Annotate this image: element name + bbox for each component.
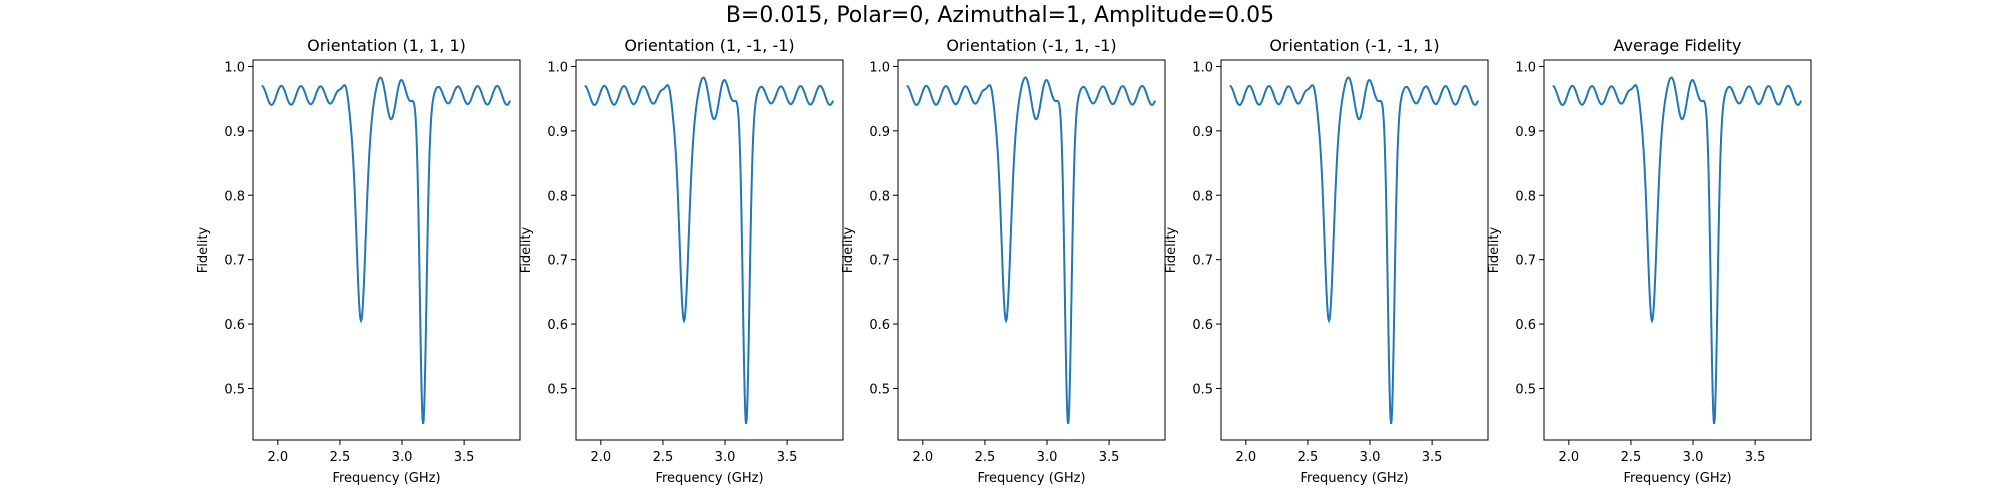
x-axis-label: Frequency (GHz) — [655, 471, 763, 486]
y-tick-label: 0.8 — [1515, 189, 1536, 204]
y-tick-label: 0.5 — [869, 382, 890, 397]
x-tick-label: 3.5 — [1099, 450, 1120, 465]
x-tick-label: 2.5 — [975, 450, 996, 465]
fidelity-line — [1552, 76, 1802, 425]
y-tick-label: 0.8 — [869, 189, 890, 204]
y-tick-label: 1.0 — [1192, 60, 1213, 75]
x-axis-label: Frequency (GHz) — [332, 471, 440, 486]
y-tick-label: 0.7 — [869, 254, 890, 269]
x-tick-label: 3.5 — [1745, 450, 1766, 465]
y-tick-label: 0.5 — [1515, 382, 1536, 397]
y-tick-label: 0.6 — [869, 318, 890, 333]
y-tick-label: 0.9 — [547, 125, 568, 140]
x-tick-label: 2.5 — [653, 450, 674, 465]
y-axis-label: Fidelity — [841, 226, 856, 273]
y-tick-label: 0.6 — [224, 318, 245, 333]
y-tick-label: 0.9 — [869, 125, 890, 140]
x-tick-label: 3.5 — [1422, 450, 1443, 465]
fidelity-line — [261, 76, 511, 425]
subplot-3: Orientation (-1, 1, -1) 0.5 0.6 0.7 0.8 0.9 1.… — [841, 36, 1166, 486]
y-tick-label: 0.7 — [547, 254, 568, 269]
y-axis-label: Fidelity — [519, 226, 534, 273]
x-tick-label: 2.0 — [267, 450, 288, 465]
axes-frame — [252, 59, 521, 441]
y-tick-label: 0.7 — [224, 254, 245, 269]
y-axis-label: Fidelity — [1487, 226, 1502, 273]
x-axis-label: Frequency (GHz) — [1623, 471, 1731, 486]
y-tick-label: 0.5 — [547, 382, 568, 397]
subplot-4: Orientation (-1, -1, 1) 0.5 0.6 0.7 0.8 0.9 1.… — [1164, 36, 1489, 486]
x-tick-label: 3.0 — [392, 450, 413, 465]
subplot-title: Average Fidelity — [1614, 36, 1742, 55]
y-tick-label: 0.5 — [1192, 382, 1213, 397]
x-axis-label: Frequency (GHz) — [1300, 471, 1408, 486]
x-tick-label: 2.5 — [1298, 450, 1319, 465]
fidelity-line — [584, 76, 834, 425]
axes-frame — [897, 59, 1166, 441]
y-tick-label: 0.8 — [547, 189, 568, 204]
y-tick-label: 1.0 — [224, 60, 245, 75]
fidelity-line — [906, 76, 1156, 425]
y-tick-label: 0.5 — [224, 382, 245, 397]
y-tick-label: 0.9 — [1192, 125, 1213, 140]
x-tick-label: 2.0 — [1235, 450, 1256, 465]
y-tick-label: 0.6 — [1192, 318, 1213, 333]
x-tick-label: 3.0 — [1360, 450, 1381, 465]
x-tick-label: 2.0 — [912, 450, 933, 465]
axes-frame — [1220, 59, 1489, 441]
x-tick-label: 2.5 — [330, 450, 351, 465]
y-axis-label: Fidelity — [1164, 226, 1179, 273]
y-tick-label: 0.9 — [224, 125, 245, 140]
y-tick-label: 1.0 — [1515, 60, 1536, 75]
subplot-title: Orientation (1, -1, -1) — [624, 36, 794, 55]
y-tick-label: 0.6 — [1515, 318, 1536, 333]
y-tick-label: 1.0 — [869, 60, 890, 75]
x-tick-label: 3.0 — [1037, 450, 1058, 465]
subplot-2: Orientation (1, -1, -1) 0.5 0.6 0.7 0.8 0.9 1.… — [519, 36, 844, 486]
axes-frame — [575, 59, 844, 441]
x-tick-label: 3.5 — [454, 450, 475, 465]
y-tick-label: 0.7 — [1515, 254, 1536, 269]
y-axis-label: Fidelity — [196, 226, 211, 273]
y-tick-label: 0.9 — [1515, 125, 1536, 140]
subplot-1: Orientation (1, 1, 1) 0.5 0.6 0.7 0.8 0.9 1.0 2… — [196, 36, 521, 486]
y-tick-label: 1.0 — [547, 60, 568, 75]
y-tick-label: 0.8 — [1192, 189, 1213, 204]
subplot-title: Orientation (1, 1, 1) — [307, 36, 466, 55]
x-tick-label: 2.0 — [590, 450, 611, 465]
x-tick-label: 2.0 — [1558, 450, 1579, 465]
x-tick-label: 3.0 — [1683, 450, 1704, 465]
x-tick-label: 3.0 — [715, 450, 736, 465]
figure-suptitle: B=0.015, Polar=0, Azimuthal=1, Amplitude… — [725, 3, 1275, 28]
y-tick-label: 0.6 — [547, 318, 568, 333]
subplot-5: Average Fidelity 0.5 0.6 0.7 0.8 0.9 1.0 2.0 2.5… — [1487, 36, 1812, 486]
y-tick-label: 0.7 — [1192, 254, 1213, 269]
axes-frame — [1543, 59, 1812, 441]
subplot-title: Orientation (-1, -1, 1) — [1269, 36, 1439, 55]
x-axis-label: Frequency (GHz) — [977, 471, 1085, 486]
fidelity-line — [1229, 76, 1479, 425]
y-tick-label: 0.8 — [224, 189, 245, 204]
subplot-title: Orientation (-1, 1, -1) — [946, 36, 1116, 55]
x-tick-label: 3.5 — [777, 450, 798, 465]
x-tick-label: 2.5 — [1621, 450, 1642, 465]
